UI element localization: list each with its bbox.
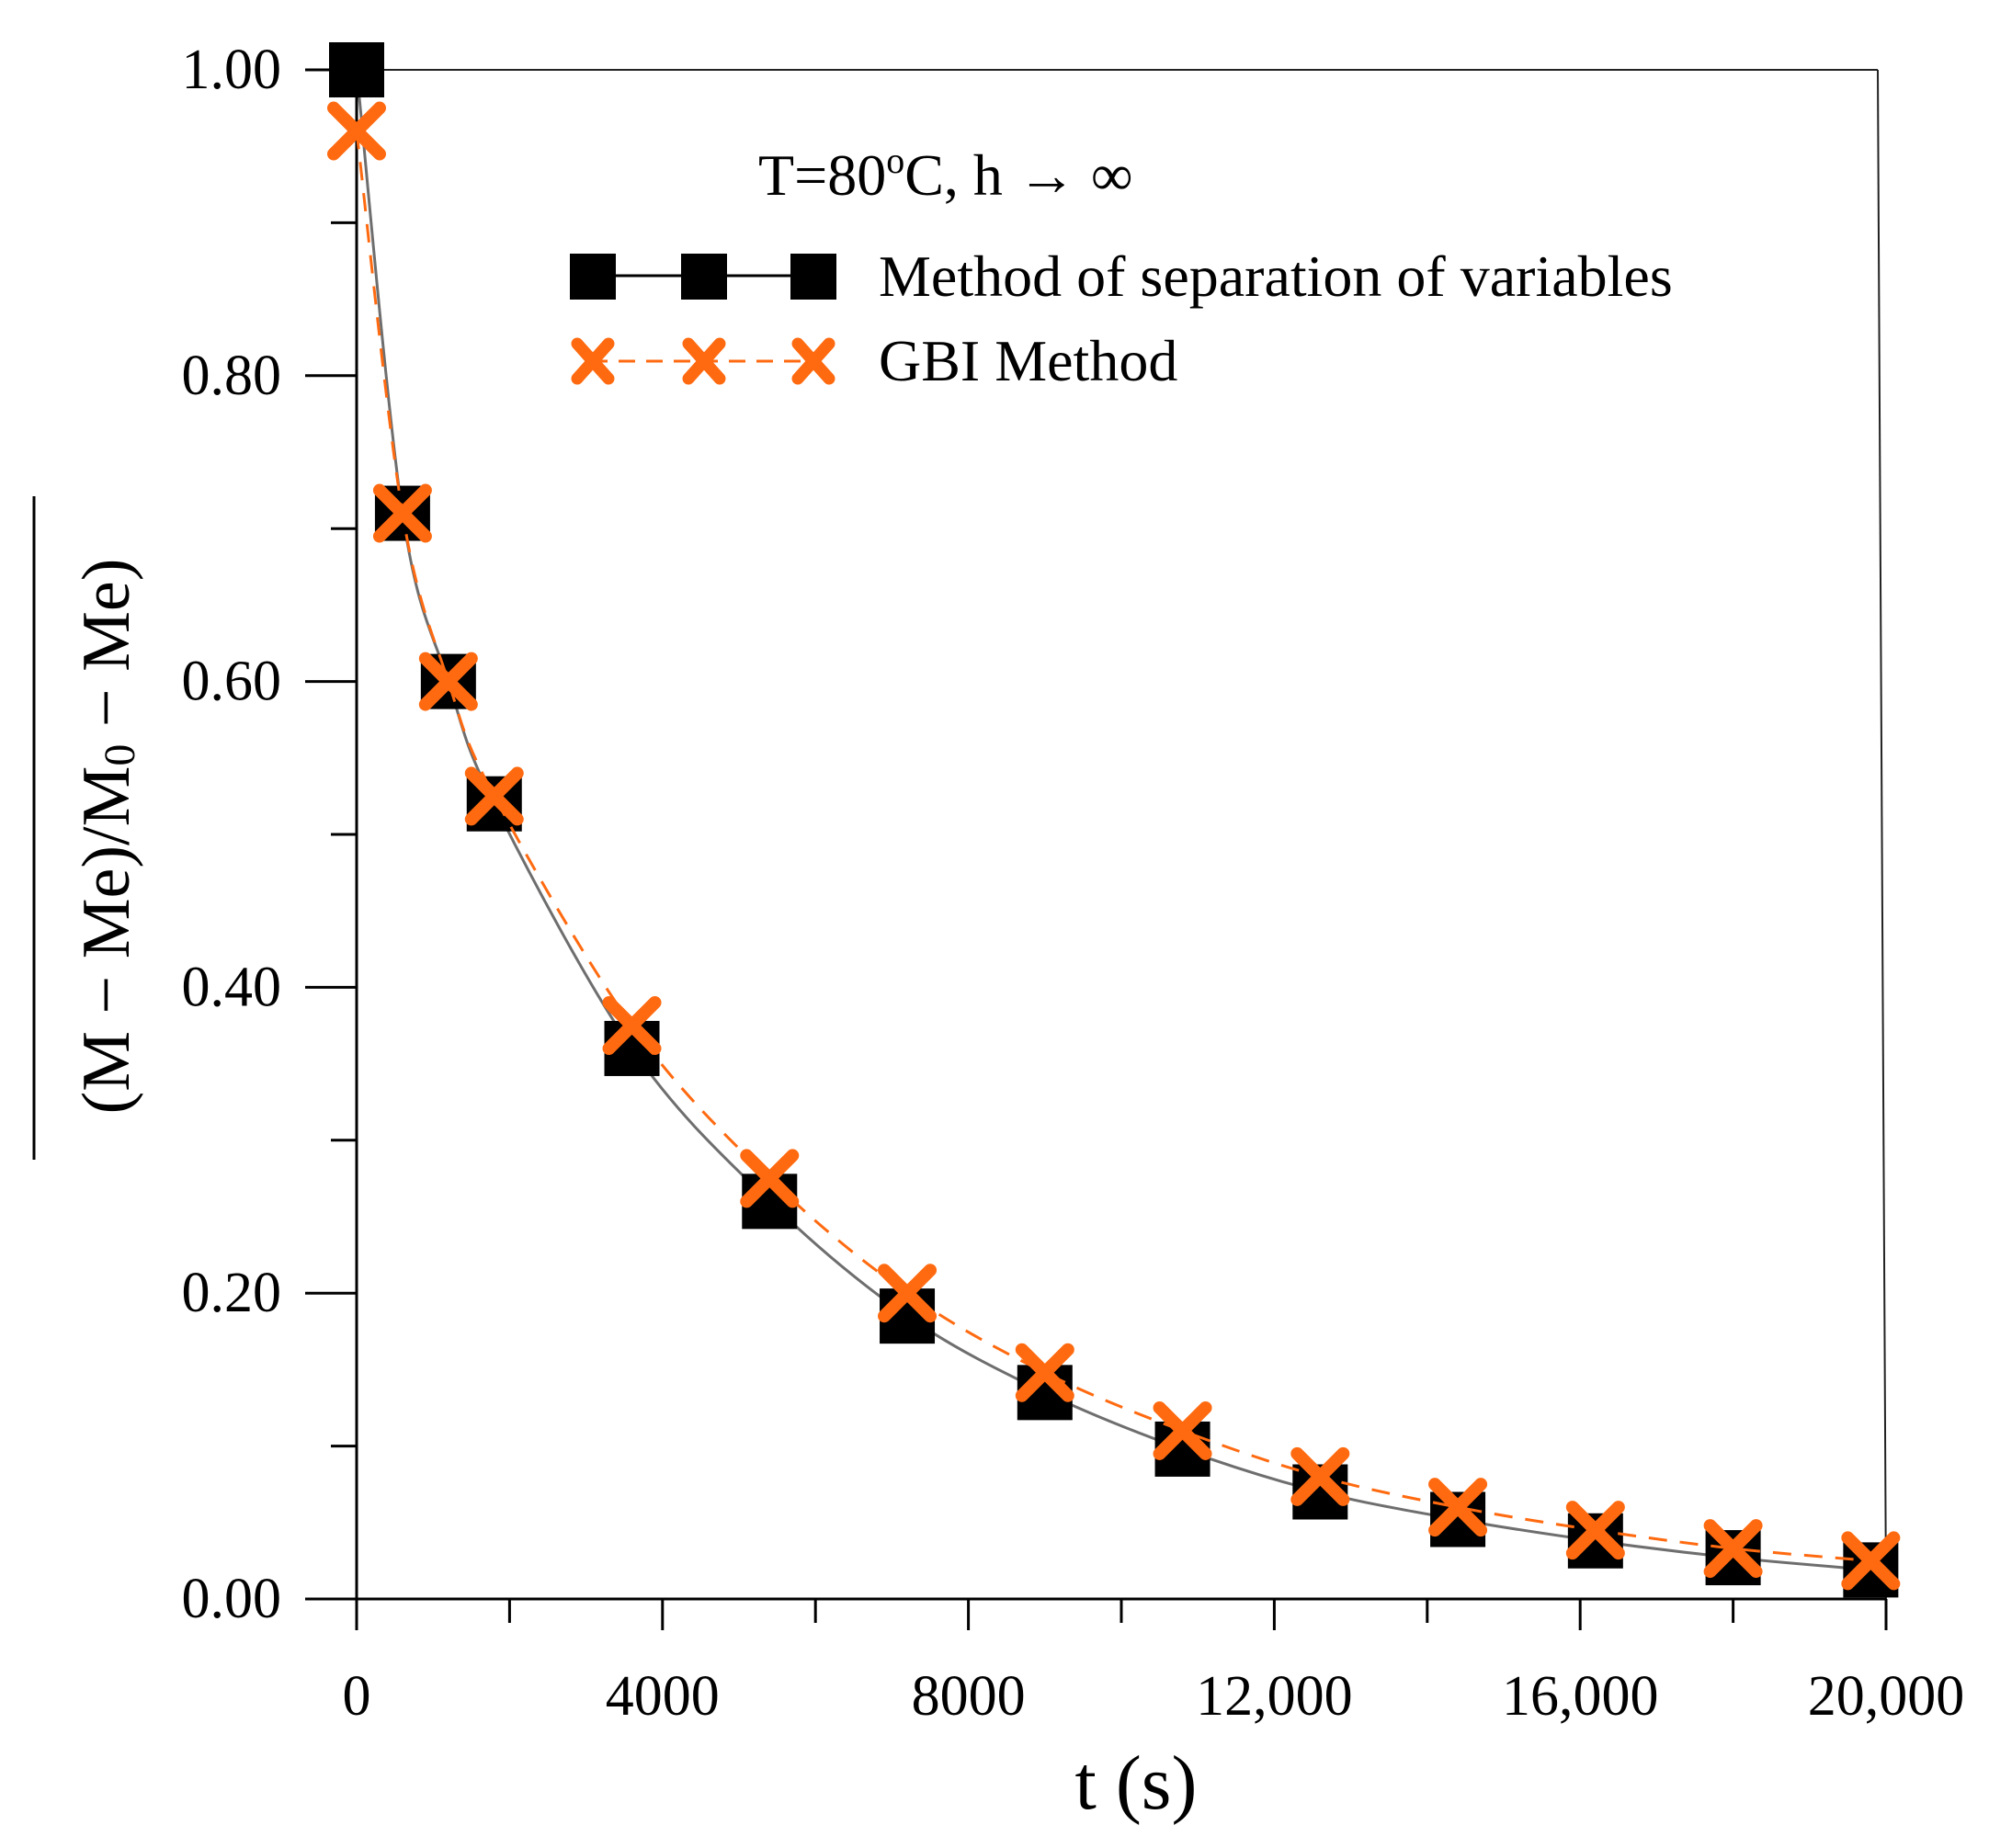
data-point-x — [418, 652, 478, 711]
series-line-gbi — [355, 130, 1871, 1562]
data-point-square — [1843, 1542, 1899, 1598]
data-point-x-stroke — [418, 652, 478, 711]
data-point-square — [1705, 1530, 1761, 1586]
data-point-x — [1015, 1343, 1074, 1402]
plot-frame — [305, 69, 1887, 1630]
legend-entry-gbi: GBI Method — [571, 328, 1177, 393]
legend: Method of separation of variables GBI Me… — [570, 244, 1673, 393]
x-tick-label: 12,000 — [1196, 1665, 1353, 1728]
legend-label-separation: Method of separation of variables — [879, 244, 1673, 309]
data-point-x-stroke — [464, 766, 524, 826]
series-layer — [327, 42, 1901, 1598]
data-point-x-stroke — [1565, 1501, 1625, 1560]
data-point-x-stroke — [740, 1149, 800, 1208]
y-axis-ticks: 0.00 0.20 0.40 0.60 0.80 1.00 — [182, 39, 357, 1630]
data-point-x — [372, 483, 432, 543]
data-point-x-stroke — [372, 483, 432, 543]
y-tick-label: 0.80 — [182, 345, 282, 407]
y-axis-title-text: (M − Me)/M0 − Me) — [69, 559, 144, 1115]
data-point-x — [602, 996, 662, 1055]
data-point-x-stroke — [1703, 1519, 1763, 1579]
legend-square-marker — [790, 254, 836, 300]
data-point-x-stroke — [602, 996, 662, 1055]
data-point-x — [740, 1149, 800, 1208]
y-tick-label: 0.20 — [182, 1262, 282, 1324]
data-point-x-stroke — [1153, 1400, 1212, 1460]
legend-entry-separation: Method of separation of variables — [570, 244, 1673, 309]
data-point-x — [1290, 1446, 1350, 1506]
data-point-x — [878, 1264, 938, 1323]
chart-annotation: T=80oC, h → ∞ — [758, 140, 1133, 208]
data-point-x-stroke — [1841, 1531, 1901, 1591]
x-tick-label: 8000 — [912, 1665, 1026, 1728]
legend-x-marker — [791, 337, 835, 385]
y-axis-title: (M − Me)/M0 − Me) — [69, 559, 144, 1115]
y-tick-label: 0.60 — [182, 651, 282, 713]
data-point-x — [327, 101, 386, 161]
data-point-x — [1565, 1501, 1625, 1560]
x-tick-label: 0 — [343, 1665, 371, 1728]
legend-x-marker — [682, 337, 726, 385]
data-point-square — [329, 42, 384, 97]
data-point-x-stroke — [1290, 1446, 1350, 1506]
series-gbi-method — [327, 101, 1901, 1591]
plot-right-border — [1877, 69, 1887, 1600]
x-tick-label: 20,000 — [1808, 1665, 1965, 1728]
x-tick-label: 4000 — [606, 1665, 720, 1728]
x-axis-title: t (s) — [1075, 1740, 1198, 1826]
y-tick-label: 1.00 — [182, 39, 282, 101]
data-point-x-stroke — [878, 1264, 938, 1323]
data-point-x — [1841, 1531, 1901, 1591]
data-point-x — [1153, 1400, 1212, 1460]
legend-label-gbi: GBI Method — [879, 328, 1177, 393]
y-tick-label: 0.40 — [182, 956, 282, 1018]
legend-square-marker — [681, 254, 727, 300]
legend-square-marker — [570, 254, 616, 300]
data-point-x-stroke — [1015, 1343, 1074, 1402]
x-axis-ticks: 0 4000 8000 12,000 16,000 20,000 — [343, 1599, 1965, 1728]
data-point-x-stroke — [1428, 1478, 1488, 1537]
legend-x-marker — [571, 337, 615, 385]
data-point-x — [1703, 1519, 1763, 1579]
y-tick-label: 0.00 — [182, 1568, 282, 1630]
x-tick-label: 16,000 — [1502, 1665, 1659, 1728]
data-point-x — [464, 766, 524, 826]
data-point-x — [1428, 1478, 1488, 1537]
data-point-x-stroke — [327, 101, 386, 161]
